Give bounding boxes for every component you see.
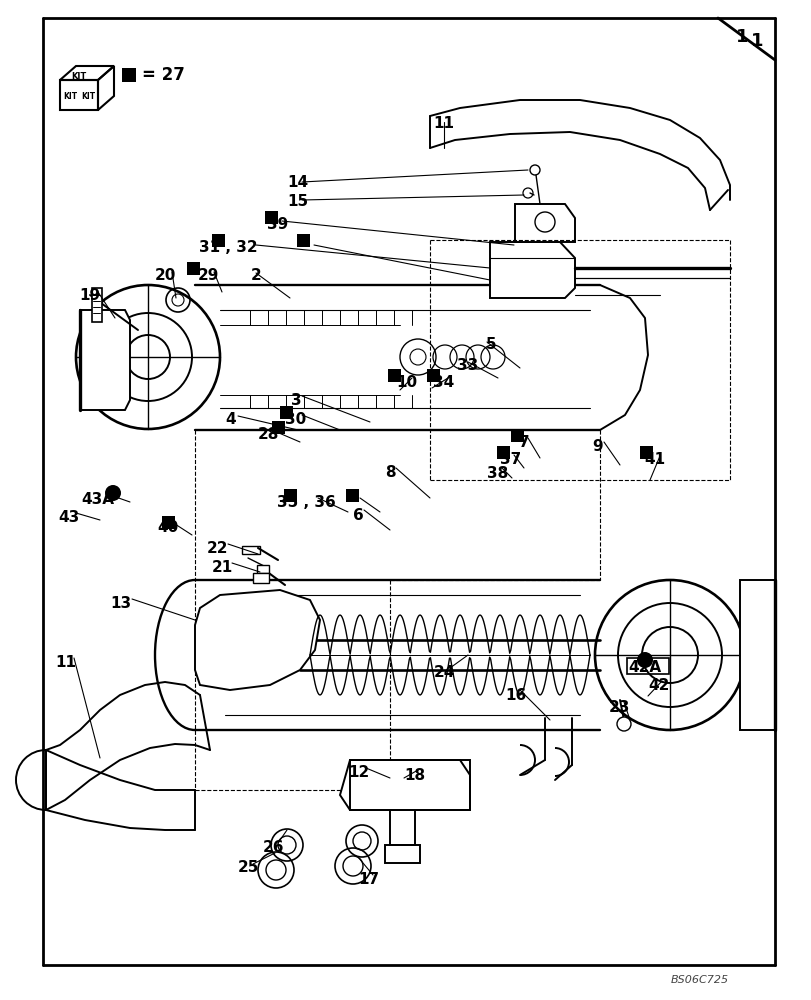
Text: 35 , 36: 35 , 36 bbox=[277, 495, 335, 510]
Bar bbox=[187, 262, 200, 275]
Text: 1: 1 bbox=[750, 32, 762, 50]
Text: 11: 11 bbox=[433, 116, 454, 131]
Text: 30: 30 bbox=[285, 412, 307, 427]
Text: BS06C725: BS06C725 bbox=[670, 975, 728, 985]
Text: 29: 29 bbox=[197, 268, 218, 283]
Text: KIT: KIT bbox=[71, 72, 87, 81]
Polygon shape bbox=[514, 204, 574, 242]
Polygon shape bbox=[195, 590, 320, 690]
Text: 5: 5 bbox=[485, 337, 496, 352]
Bar bbox=[496, 446, 509, 459]
Text: 22: 22 bbox=[207, 541, 229, 556]
Text: 43: 43 bbox=[58, 510, 79, 525]
Text: 34: 34 bbox=[433, 375, 454, 390]
Text: 14: 14 bbox=[287, 175, 308, 190]
Text: KIT: KIT bbox=[81, 92, 95, 101]
Text: 38: 38 bbox=[487, 466, 508, 481]
Text: 11: 11 bbox=[55, 655, 76, 670]
Polygon shape bbox=[739, 580, 774, 730]
Bar bbox=[280, 406, 293, 419]
Bar bbox=[427, 369, 440, 382]
Text: 23: 23 bbox=[607, 700, 629, 715]
Bar bbox=[350, 760, 470, 810]
Bar bbox=[257, 565, 268, 573]
Text: 43A: 43A bbox=[81, 492, 114, 507]
Bar bbox=[92, 288, 102, 322]
Bar bbox=[389, 810, 414, 845]
Text: = 27: = 27 bbox=[142, 66, 185, 84]
Bar bbox=[388, 369, 401, 382]
Text: 26: 26 bbox=[263, 840, 285, 855]
Polygon shape bbox=[80, 310, 130, 410]
Text: 41: 41 bbox=[644, 452, 665, 467]
Circle shape bbox=[616, 717, 630, 731]
Polygon shape bbox=[489, 242, 574, 298]
Text: 31 , 32: 31 , 32 bbox=[199, 240, 257, 255]
Text: 7: 7 bbox=[518, 435, 529, 450]
Text: 19: 19 bbox=[79, 288, 101, 303]
Polygon shape bbox=[340, 760, 470, 810]
Text: 25: 25 bbox=[237, 860, 259, 875]
Text: 42: 42 bbox=[647, 678, 669, 693]
Text: 2: 2 bbox=[251, 268, 261, 283]
Text: 39: 39 bbox=[267, 217, 288, 232]
Text: 15: 15 bbox=[287, 194, 308, 209]
Bar bbox=[639, 446, 652, 459]
Text: KIT: KIT bbox=[63, 92, 77, 101]
Bar bbox=[264, 211, 277, 224]
Text: 17: 17 bbox=[358, 872, 379, 887]
Bar bbox=[122, 68, 135, 82]
Text: 6: 6 bbox=[352, 508, 363, 523]
Bar bbox=[345, 489, 358, 502]
Text: 3: 3 bbox=[290, 393, 301, 408]
Bar bbox=[510, 429, 523, 442]
Text: 1: 1 bbox=[735, 28, 747, 46]
Text: 20: 20 bbox=[154, 268, 175, 283]
Text: 13: 13 bbox=[110, 596, 131, 611]
Text: 10: 10 bbox=[396, 375, 417, 390]
Text: 33: 33 bbox=[457, 358, 478, 373]
Text: 21: 21 bbox=[211, 560, 232, 575]
Text: 18: 18 bbox=[404, 768, 425, 783]
Text: 8: 8 bbox=[384, 465, 395, 480]
Bar bbox=[384, 845, 419, 863]
Text: 40: 40 bbox=[157, 520, 178, 535]
Text: 4: 4 bbox=[225, 412, 236, 427]
Bar bbox=[242, 546, 260, 554]
Text: 37: 37 bbox=[500, 452, 521, 467]
Bar bbox=[626, 658, 668, 674]
Text: 24: 24 bbox=[433, 665, 454, 680]
Circle shape bbox=[636, 652, 652, 668]
Bar bbox=[212, 234, 225, 247]
Text: 12: 12 bbox=[348, 765, 369, 780]
Bar bbox=[297, 234, 310, 247]
Circle shape bbox=[105, 485, 121, 501]
Bar bbox=[253, 573, 268, 583]
Bar bbox=[162, 516, 175, 529]
Text: 28: 28 bbox=[257, 427, 278, 442]
Text: 42A: 42A bbox=[628, 660, 661, 675]
Text: 9: 9 bbox=[592, 439, 603, 454]
Bar bbox=[284, 489, 297, 502]
Text: 16: 16 bbox=[504, 688, 526, 703]
Bar bbox=[272, 421, 285, 434]
